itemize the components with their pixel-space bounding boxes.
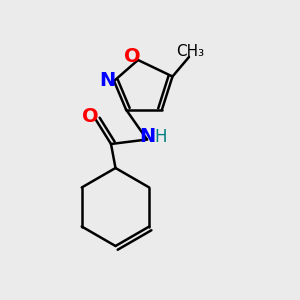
Text: CH₃: CH₃ xyxy=(176,44,205,59)
Text: N: N xyxy=(139,127,155,146)
Text: O: O xyxy=(82,107,98,126)
Text: N: N xyxy=(99,71,116,91)
Text: H: H xyxy=(154,128,167,146)
Text: O: O xyxy=(124,47,141,67)
